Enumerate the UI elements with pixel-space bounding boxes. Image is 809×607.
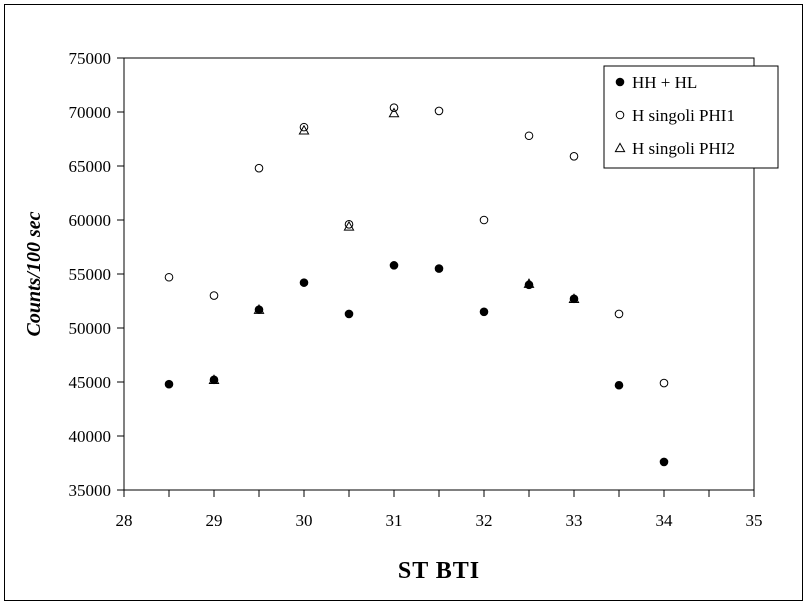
x-tick-label: 34 — [656, 511, 674, 530]
legend-marker — [615, 110, 625, 120]
data-point — [164, 379, 174, 389]
data-point — [253, 304, 265, 314]
series-2 — [164, 103, 669, 388]
data-points — [164, 103, 669, 467]
chart-frame — [4, 4, 803, 601]
data-point — [659, 378, 669, 388]
data-point — [388, 107, 400, 118]
y-tick-label: 40000 — [69, 427, 112, 446]
y-tick-label: 60000 — [69, 211, 112, 230]
legend-label: H singoli PHI1 — [632, 106, 735, 125]
data-point — [343, 220, 355, 231]
data-point — [524, 131, 534, 141]
x-axis-title: ST BTI — [398, 558, 480, 584]
x-tick-label: 30 — [296, 511, 313, 530]
x-tick-label: 33 — [566, 511, 583, 530]
x-tick-label: 31 — [386, 511, 403, 530]
y-tick-label: 35000 — [69, 481, 112, 500]
data-point — [254, 163, 264, 173]
legend: HH + HL H singoli PHI1 H singoli PHI2 — [603, 65, 779, 169]
y-tick-label: 50000 — [69, 319, 112, 338]
y-tick-label: 55000 — [69, 265, 112, 284]
x-tick-label: 35 — [746, 511, 763, 530]
x-tick-label: 29 — [206, 511, 223, 530]
data-point — [659, 457, 669, 467]
y-axis-ticks: 35000 40000 45000 50000 55000 60000 65000 70000… — [69, 49, 124, 500]
data-point — [479, 215, 489, 225]
data-point — [434, 106, 444, 116]
y-axis-title: Counts/100 sec — [23, 211, 45, 336]
y-tick-label: 70000 — [69, 103, 112, 122]
x-axis-ticks: 28 29 30 31 32 33 34 35 — [116, 490, 763, 530]
data-point — [434, 264, 444, 273]
legend-marker — [614, 142, 626, 153]
data-point — [523, 278, 535, 288]
data-point — [389, 261, 399, 270]
data-point — [298, 124, 310, 135]
data-point — [568, 293, 580, 304]
data-point — [614, 309, 624, 319]
data-point — [209, 291, 219, 300]
data-point — [569, 151, 579, 161]
legend-items: HH + HL H singoli PHI1 H singoli PHI2 — [614, 73, 735, 158]
x-tick-label: 28 — [116, 511, 133, 530]
data-point — [389, 103, 399, 112]
legend-marker — [615, 77, 625, 87]
series-3 — [208, 107, 580, 385]
legend-label: H singoli PHI2 — [632, 139, 735, 158]
x-tick-label: 32 — [476, 511, 493, 530]
data-point — [299, 278, 309, 287]
data-point — [299, 122, 309, 132]
data-point — [344, 309, 354, 319]
data-point — [208, 374, 220, 385]
data-point — [164, 272, 174, 282]
series-1 — [164, 261, 669, 467]
data-point — [479, 307, 489, 317]
legend-box — [603, 65, 779, 169]
y-tick-label: 45000 — [69, 373, 112, 392]
data-point — [614, 380, 624, 390]
y-tick-label: 65000 — [69, 157, 112, 176]
legend-label: HH + HL — [632, 73, 697, 92]
data-point — [344, 220, 354, 229]
y-tick-label: 75000 — [69, 49, 112, 68]
